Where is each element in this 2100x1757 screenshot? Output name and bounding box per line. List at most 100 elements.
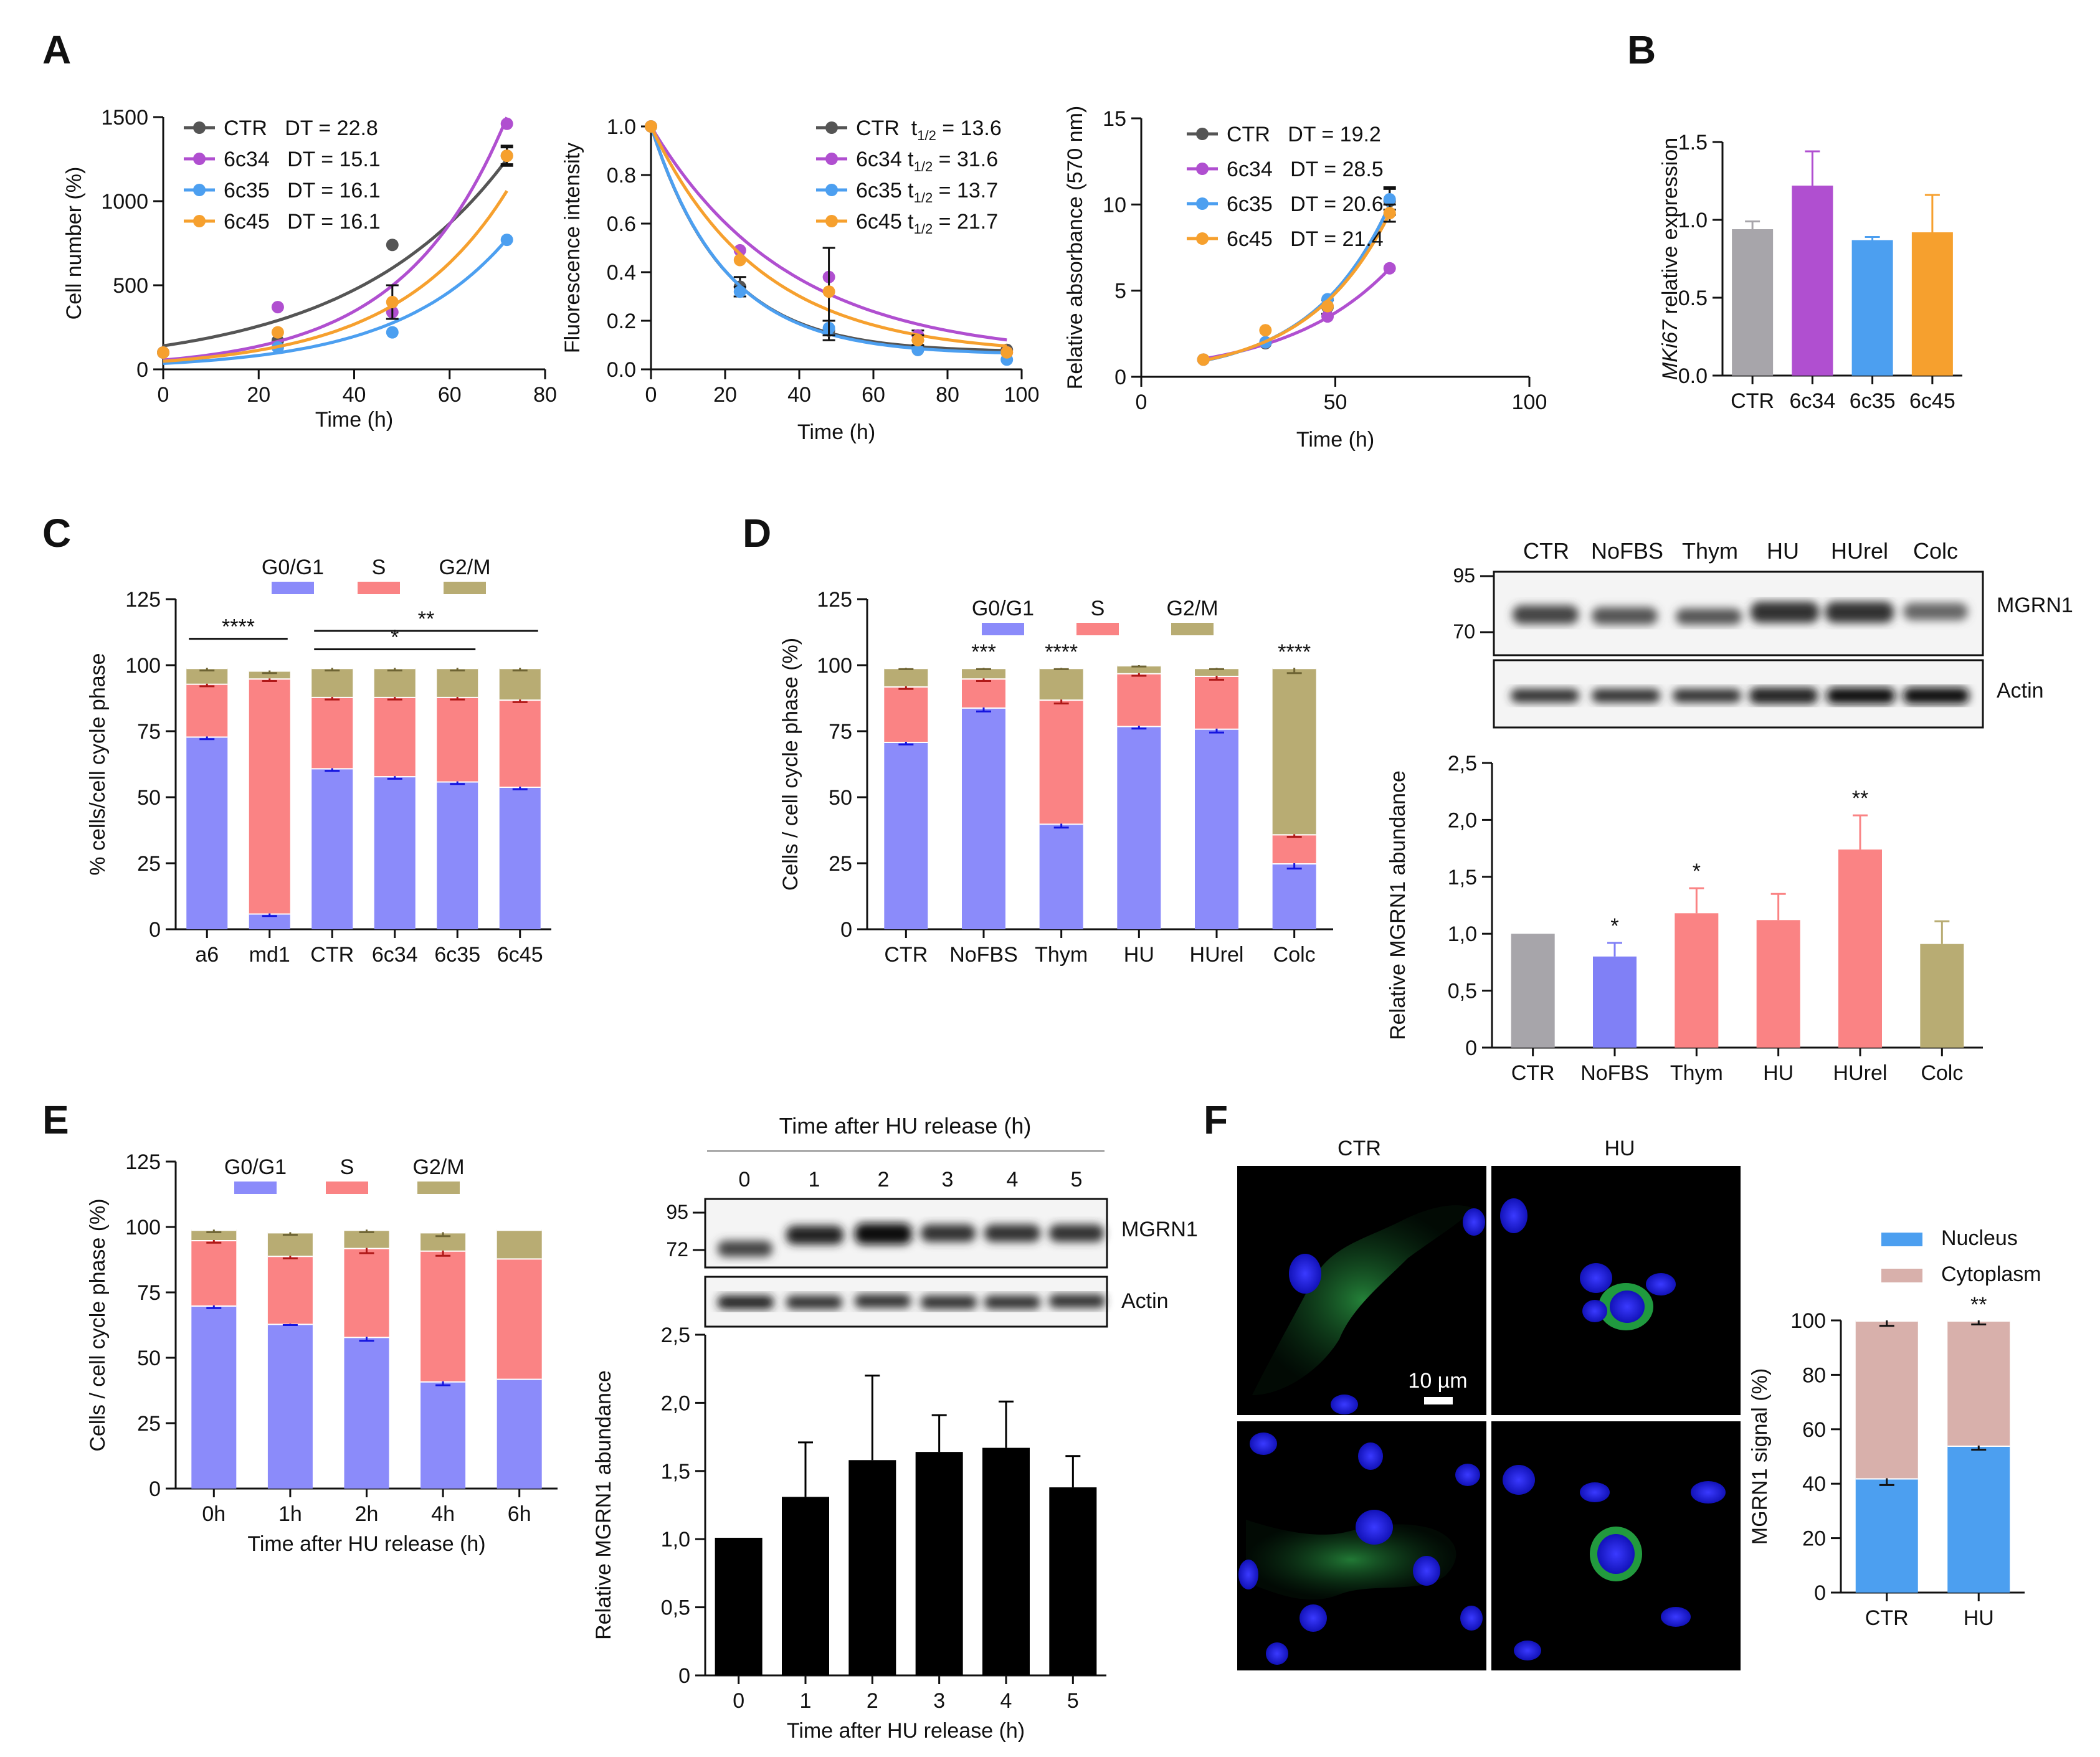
bar-thym [1675, 913, 1719, 1048]
band [855, 1294, 911, 1308]
band [984, 1295, 1040, 1309]
bar-hu [1756, 920, 1800, 1048]
x-tick-label: Thym [1035, 943, 1088, 967]
bar-segment-g2m [374, 668, 416, 697]
micrographs-f: CTR HU 10 µm [1237, 1137, 1741, 1670]
fit-curve-6c45 [163, 190, 508, 363]
legend-swatch [444, 582, 486, 594]
y-tick-label: 1500 [101, 106, 148, 130]
legend-subscript: 1/2 [914, 190, 933, 206]
legend-label-g0g1: G0/G1 [972, 597, 1034, 620]
x-tick-label: HUrel [1833, 1061, 1888, 1085]
legend-marker [825, 215, 838, 227]
legend-entry-6c34: 6c34 DT = 28.5 [1227, 158, 1384, 181]
x-tick-label: NoFBS [949, 943, 1018, 967]
x-tick-label: 2 [867, 1689, 878, 1713]
nucleus [1238, 1560, 1258, 1589]
x-tick-label: 60 [438, 383, 462, 407]
data-point-6c45 [911, 334, 924, 347]
y-tick-label: 15 [1103, 107, 1126, 131]
legend-value: = 13.6 [936, 116, 1002, 140]
y-tick-label: 1.5 [1678, 131, 1708, 154]
bar-segment-g0g1 [962, 707, 1005, 929]
data-point-6c45 [822, 285, 835, 298]
bar-hurel [1838, 849, 1882, 1048]
nucleus [1331, 1395, 1358, 1414]
legend-marker [1196, 232, 1209, 245]
nucleus [1413, 1556, 1440, 1586]
x-tick-label: 4h [431, 1502, 455, 1526]
scale-bar-label: 10 µm [1408, 1369, 1467, 1393]
bar-segment-g2m [496, 1229, 542, 1259]
legend-label-g2m: G2/M [439, 556, 490, 579]
bar-segment-s [884, 686, 928, 742]
legend-label-s: S [340, 1155, 354, 1179]
bar-segment-s [186, 683, 228, 737]
data-point-6c34 [733, 244, 746, 257]
y-tick-label: 25 [829, 852, 852, 876]
x-tick-label: 80 [533, 383, 557, 407]
panel-label-e: E [42, 1097, 69, 1142]
nucleus [1266, 1642, 1288, 1665]
blot-e-marker: 95 [666, 1201, 688, 1223]
bar-segment-g0g1 [267, 1324, 313, 1489]
x-tick-label: 20 [247, 383, 270, 407]
x-tick-label: 100 [1512, 391, 1547, 414]
significance-stars: ** [1852, 787, 1868, 810]
legend-entry-6c34: 6c34 DT = 15.1 [224, 148, 381, 171]
legend-swatch [234, 1182, 277, 1194]
panel-label-f: F [1204, 1097, 1228, 1142]
legend-marker [193, 215, 206, 227]
bar-segment-g2m [1195, 668, 1238, 676]
y-tick-label: 0 [678, 1664, 690, 1688]
blot-e-lane-label: 3 [942, 1168, 954, 1191]
cell-green-signal [1252, 1205, 1473, 1395]
band [1673, 689, 1741, 703]
legend-entry-ctr: CTR t1/2 = 13.6 [856, 116, 1002, 143]
data-point-6c35 [1383, 193, 1396, 206]
bar-segment-g0g1 [1039, 823, 1083, 929]
y-tick-label: 25 [137, 852, 161, 876]
bar-segment-g0g1 [1272, 863, 1316, 929]
x-axis-label: Time after HU release (h) [787, 1719, 1025, 1743]
blot-e-band-label-actin: Actin [1121, 1289, 1169, 1313]
y-tick-label: 75 [829, 720, 852, 744]
bar-segment-g2m [962, 668, 1005, 679]
x-tick-label: 6c45 [497, 943, 543, 967]
y-tick-label: 125 [817, 588, 852, 612]
nucleus [1514, 1641, 1541, 1660]
western-blot-d: CTR NoFBS Thym HU HUrel Colc 95 70 MGRN1 [1453, 538, 2073, 729]
blot-e-lane-label: 5 [1071, 1168, 1083, 1191]
y-tick-label: 10 [1103, 193, 1126, 217]
nucleus [1503, 1465, 1535, 1495]
y-axis-label: Cell number (%) [62, 167, 86, 320]
legend-swatch [272, 582, 314, 594]
blot-e-marker: 72 [666, 1238, 688, 1261]
x-tick-label: HU [1763, 1061, 1794, 1085]
bar-segment-s [267, 1256, 313, 1324]
significance-stars: * [391, 626, 399, 650]
nucleus [1299, 1604, 1327, 1632]
bar-segment-g2m [1039, 668, 1083, 700]
bar-ctr [1732, 229, 1774, 376]
legend-label-g0g1: G0/G1 [224, 1155, 287, 1179]
legend-entry-ctr: CTR DT = 22.8 [224, 116, 378, 140]
x-tick-label: CTR [1865, 1606, 1909, 1630]
blot-d-band-label-actin: Actin [1997, 679, 2044, 703]
y-tick-label: 25 [137, 1412, 161, 1436]
data-point-6c35 [733, 285, 746, 298]
y-tick-label: 0 [1465, 1036, 1477, 1060]
legend-entry-6c45: 6c45 DT = 16.1 [224, 210, 381, 234]
blot-e-actin-bands [718, 1294, 1105, 1309]
bar-6c34 [1792, 186, 1833, 376]
bar-segment-nucleus [1855, 1478, 1918, 1593]
legend-subscript: 1/2 [914, 221, 933, 237]
x-tick-label: 4 [1000, 1689, 1012, 1713]
bar-3 [915, 1452, 963, 1675]
significance-stars: *** [971, 640, 996, 664]
y-tick-label: 0.2 [607, 310, 636, 333]
y-tick-label: 50 [137, 786, 161, 810]
data-point-6c34 [271, 301, 284, 314]
nucleus [1455, 1464, 1480, 1486]
legend-entry-6c34: 6c34 t1/2 = 31.6 [856, 148, 998, 174]
